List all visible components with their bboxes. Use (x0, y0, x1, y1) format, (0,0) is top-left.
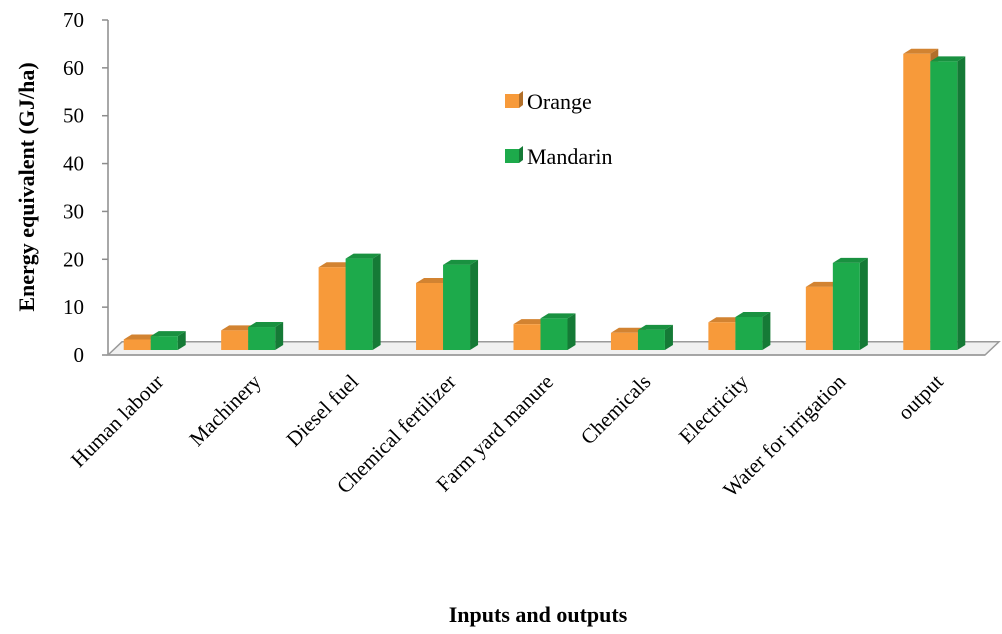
bar-side (664, 324, 673, 350)
legend-label: Mandarin (527, 144, 613, 169)
chart-bars (123, 48, 966, 351)
x-category-label: Diesel fuel (281, 369, 363, 451)
y-tick-label: 30 (63, 199, 84, 223)
bar-top (443, 259, 479, 265)
bar-top (708, 317, 744, 323)
bar-side (957, 56, 966, 351)
bar-front (637, 329, 665, 350)
bar-front (513, 324, 541, 350)
bar-top (416, 278, 452, 283)
bar-top (123, 334, 159, 340)
y-axis-title: Energy equivalent (GJ/ha) (14, 62, 39, 311)
y-tick-label: 20 (63, 247, 84, 271)
legend-item-mandarin: Mandarin (505, 144, 613, 169)
x-axis-title: Inputs and outputs (449, 602, 628, 627)
bar-front (735, 316, 763, 350)
bar-front (832, 262, 860, 350)
bar-top (930, 56, 966, 62)
bar-side (470, 259, 479, 350)
y-tick-labels: 0 10 20 30 40 50 60 70 (63, 8, 84, 367)
bar-front (540, 318, 568, 350)
bar-front (416, 283, 444, 350)
y-tick-label: 50 (63, 104, 84, 128)
bar-mandarin-4 (540, 313, 576, 350)
y-tick-label: 10 (63, 295, 84, 319)
legend-swatch (505, 94, 519, 108)
x-category-label: Machinery (184, 369, 266, 451)
bar-mandarin-0 (150, 331, 186, 350)
bar-top (318, 262, 354, 268)
legend-swatch-side (519, 91, 523, 108)
legend-item-orange: Orange (505, 89, 592, 114)
bar-front (150, 336, 178, 350)
legend-label: Orange (527, 89, 592, 114)
bar-top (248, 322, 284, 328)
bar-front (930, 61, 958, 351)
bar-top (903, 48, 939, 54)
bar-front (443, 264, 471, 350)
bar-mandarin-7 (832, 257, 868, 350)
x-category-label: output (893, 369, 948, 424)
bar-top (805, 281, 841, 287)
bar-top (832, 257, 868, 263)
bar-front (610, 332, 638, 350)
bar-side (275, 322, 284, 350)
y-tick-label: 40 (63, 152, 84, 176)
bar-top (735, 311, 771, 317)
chart-legend: Orange Mandarin (505, 89, 613, 169)
bar-side (859, 257, 868, 350)
bar-front (123, 339, 151, 350)
bar-top (221, 325, 257, 331)
bar-top (345, 253, 381, 259)
bar-front (805, 286, 833, 350)
legend-swatch-side (519, 146, 523, 163)
x-category-label: Human labour (66, 370, 168, 472)
x-category-labels: Human labour Machinery Diesel fuel Chemical… (66, 369, 948, 501)
bar-side (567, 313, 576, 350)
bar-mandarin-1 (248, 322, 284, 350)
bar-front (221, 330, 249, 350)
bar-front (708, 322, 736, 350)
bar-side (372, 253, 381, 350)
bar-top (540, 313, 576, 319)
bar-top (637, 324, 673, 330)
y-tick-label: 70 (63, 8, 84, 32)
bar-top (610, 327, 646, 333)
legend-swatch (505, 149, 519, 163)
bar-mandarin-5 (637, 324, 673, 350)
y-tick-label: 60 (63, 56, 84, 80)
bar-side (762, 311, 771, 350)
bar-mandarin-6 (735, 311, 771, 350)
bar-mandarin-8 (930, 56, 966, 351)
bar-top (513, 319, 549, 325)
x-category-label: Chemicals (576, 370, 656, 450)
bar-mandarin-2 (345, 253, 381, 350)
bar-front (318, 267, 346, 350)
y-tick-label: 0 (74, 343, 85, 367)
bar-front (248, 327, 276, 350)
x-category-label: Electricity (674, 369, 753, 448)
bar-mandarin-3 (443, 259, 479, 350)
bar-front (903, 53, 931, 351)
bar-front (345, 258, 373, 350)
bar-top (150, 331, 186, 337)
bar-side (177, 331, 186, 350)
